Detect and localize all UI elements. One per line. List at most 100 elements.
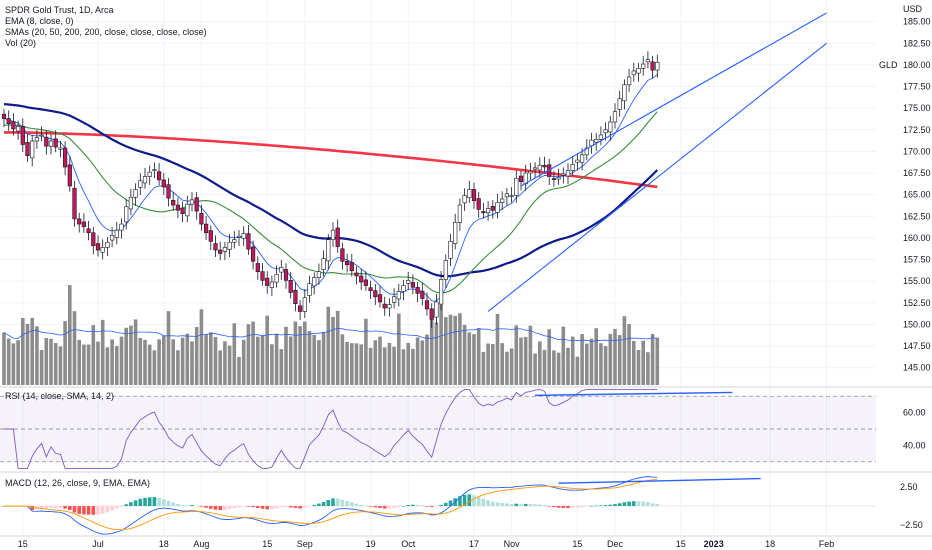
volume-bar: [354, 343, 359, 385]
macd-histogram-bar: [77, 506, 81, 514]
macd-histogram-bar: [429, 506, 434, 508]
volume-bar: [500, 343, 504, 385]
candle-down: [199, 212, 204, 225]
candle-down: [340, 248, 345, 262]
volume-bar: [246, 324, 251, 385]
chart-legend: SPDR Gold Trust, 1D, Arca EMA (8, close,…: [5, 5, 207, 49]
volume-bar: [303, 321, 307, 385]
macd-histogram-bar: [566, 506, 570, 509]
macd-histogram-bar: [575, 506, 580, 508]
volume-bar: [387, 342, 392, 385]
macd-histogram-bar: [594, 505, 598, 507]
macd-histogram-bar: [411, 504, 415, 507]
macd-histogram-bar: [307, 506, 312, 507]
sma50-line: [3, 103, 659, 278]
candle-down: [420, 290, 425, 299]
volume-bar: [218, 350, 222, 385]
macd-histogram-bar: [505, 503, 509, 507]
volume-bar: [335, 310, 340, 385]
candle-down: [204, 223, 209, 234]
candle-up: [598, 134, 603, 140]
candle-down: [218, 249, 223, 254]
macd-histogram-bar: [274, 506, 279, 509]
macd-pane: [0, 476, 876, 535]
macd-histogram-bar: [467, 494, 472, 507]
candle-up: [655, 61, 660, 71]
volume-bar: [11, 343, 16, 385]
candle-up: [222, 247, 228, 252]
macd-histogram-bar: [194, 505, 199, 507]
volume-bar: [486, 343, 490, 385]
volume-bar: [96, 341, 100, 385]
volume-bar: [138, 337, 143, 385]
candle-down: [161, 179, 166, 188]
candle-up: [608, 121, 613, 133]
volume-bar: [397, 313, 401, 385]
volume-bar: [307, 331, 312, 385]
candle-down: [62, 147, 68, 168]
macd-histogram-bar: [434, 506, 439, 507]
volume-bar: [350, 343, 354, 385]
macd-histogram-bar: [561, 506, 566, 509]
volume-bar: [382, 347, 387, 385]
candle-down: [288, 280, 293, 293]
volume-bar: [533, 353, 537, 385]
macd-histogram-bar: [599, 505, 603, 507]
candle-down: [171, 199, 176, 206]
candle-down: [166, 184, 171, 199]
macd-histogram-bar: [138, 498, 143, 507]
volume-bar: [21, 317, 25, 385]
time-tick-label: 19: [366, 539, 376, 549]
volume-bar: [209, 332, 213, 385]
volume-bar: [241, 339, 246, 385]
axes: USD145.00147.50150.00152.50155.00157.501…: [0, 4, 932, 549]
candle-down: [551, 178, 556, 180]
macd-histogram-bar: [321, 502, 326, 507]
macd-histogram-bar: [373, 506, 378, 508]
volume-bar: [538, 341, 542, 385]
volume-bar: [223, 341, 227, 385]
candle-down: [363, 279, 369, 286]
candle-up: [30, 140, 35, 159]
time-tick-label: 15: [572, 539, 582, 549]
candle-up: [133, 189, 138, 198]
macd-histogram-bar: [317, 503, 321, 507]
sma20-line: [3, 111, 658, 294]
macd-histogram-bar: [171, 502, 175, 507]
channel-line-lower: [487, 42, 827, 312]
candle-up: [236, 235, 242, 238]
macd-histogram-bar: [448, 500, 453, 507]
volume-bar: [627, 324, 631, 385]
macd-histogram-bar: [542, 504, 547, 507]
volume-bar: [491, 344, 495, 385]
volume-bar: [458, 313, 462, 385]
volume-bar: [378, 336, 382, 385]
volume-bar: [561, 326, 566, 385]
volume-bar: [39, 350, 44, 385]
volume-bar: [340, 334, 345, 385]
candle-down: [650, 61, 655, 71]
candle-up: [579, 154, 585, 163]
candle-down: [373, 290, 378, 298]
macd-histogram-bar: [420, 505, 425, 507]
candle-down: [335, 227, 340, 247]
macd-histogram-bar: [650, 503, 655, 507]
macd-histogram-bar: [368, 506, 373, 507]
candle-down: [490, 206, 495, 211]
macd-histogram-bar: [392, 506, 396, 508]
macd-histogram-bar: [632, 501, 636, 507]
macd-histogram-bar: [636, 501, 641, 507]
candle-up: [453, 222, 458, 244]
volume-bar: [260, 335, 265, 385]
volume-bar: [105, 347, 110, 385]
candle-up: [147, 171, 152, 177]
candle-down: [95, 243, 101, 251]
candle-up: [387, 304, 392, 309]
macd-histogram-bar: [641, 501, 645, 507]
time-tick-label: 18: [159, 539, 169, 549]
candle-down: [157, 171, 162, 181]
candle-up: [110, 235, 115, 241]
volume-bar: [415, 337, 420, 385]
macd-histogram-bar: [199, 506, 204, 507]
volume-bar: [180, 337, 185, 385]
